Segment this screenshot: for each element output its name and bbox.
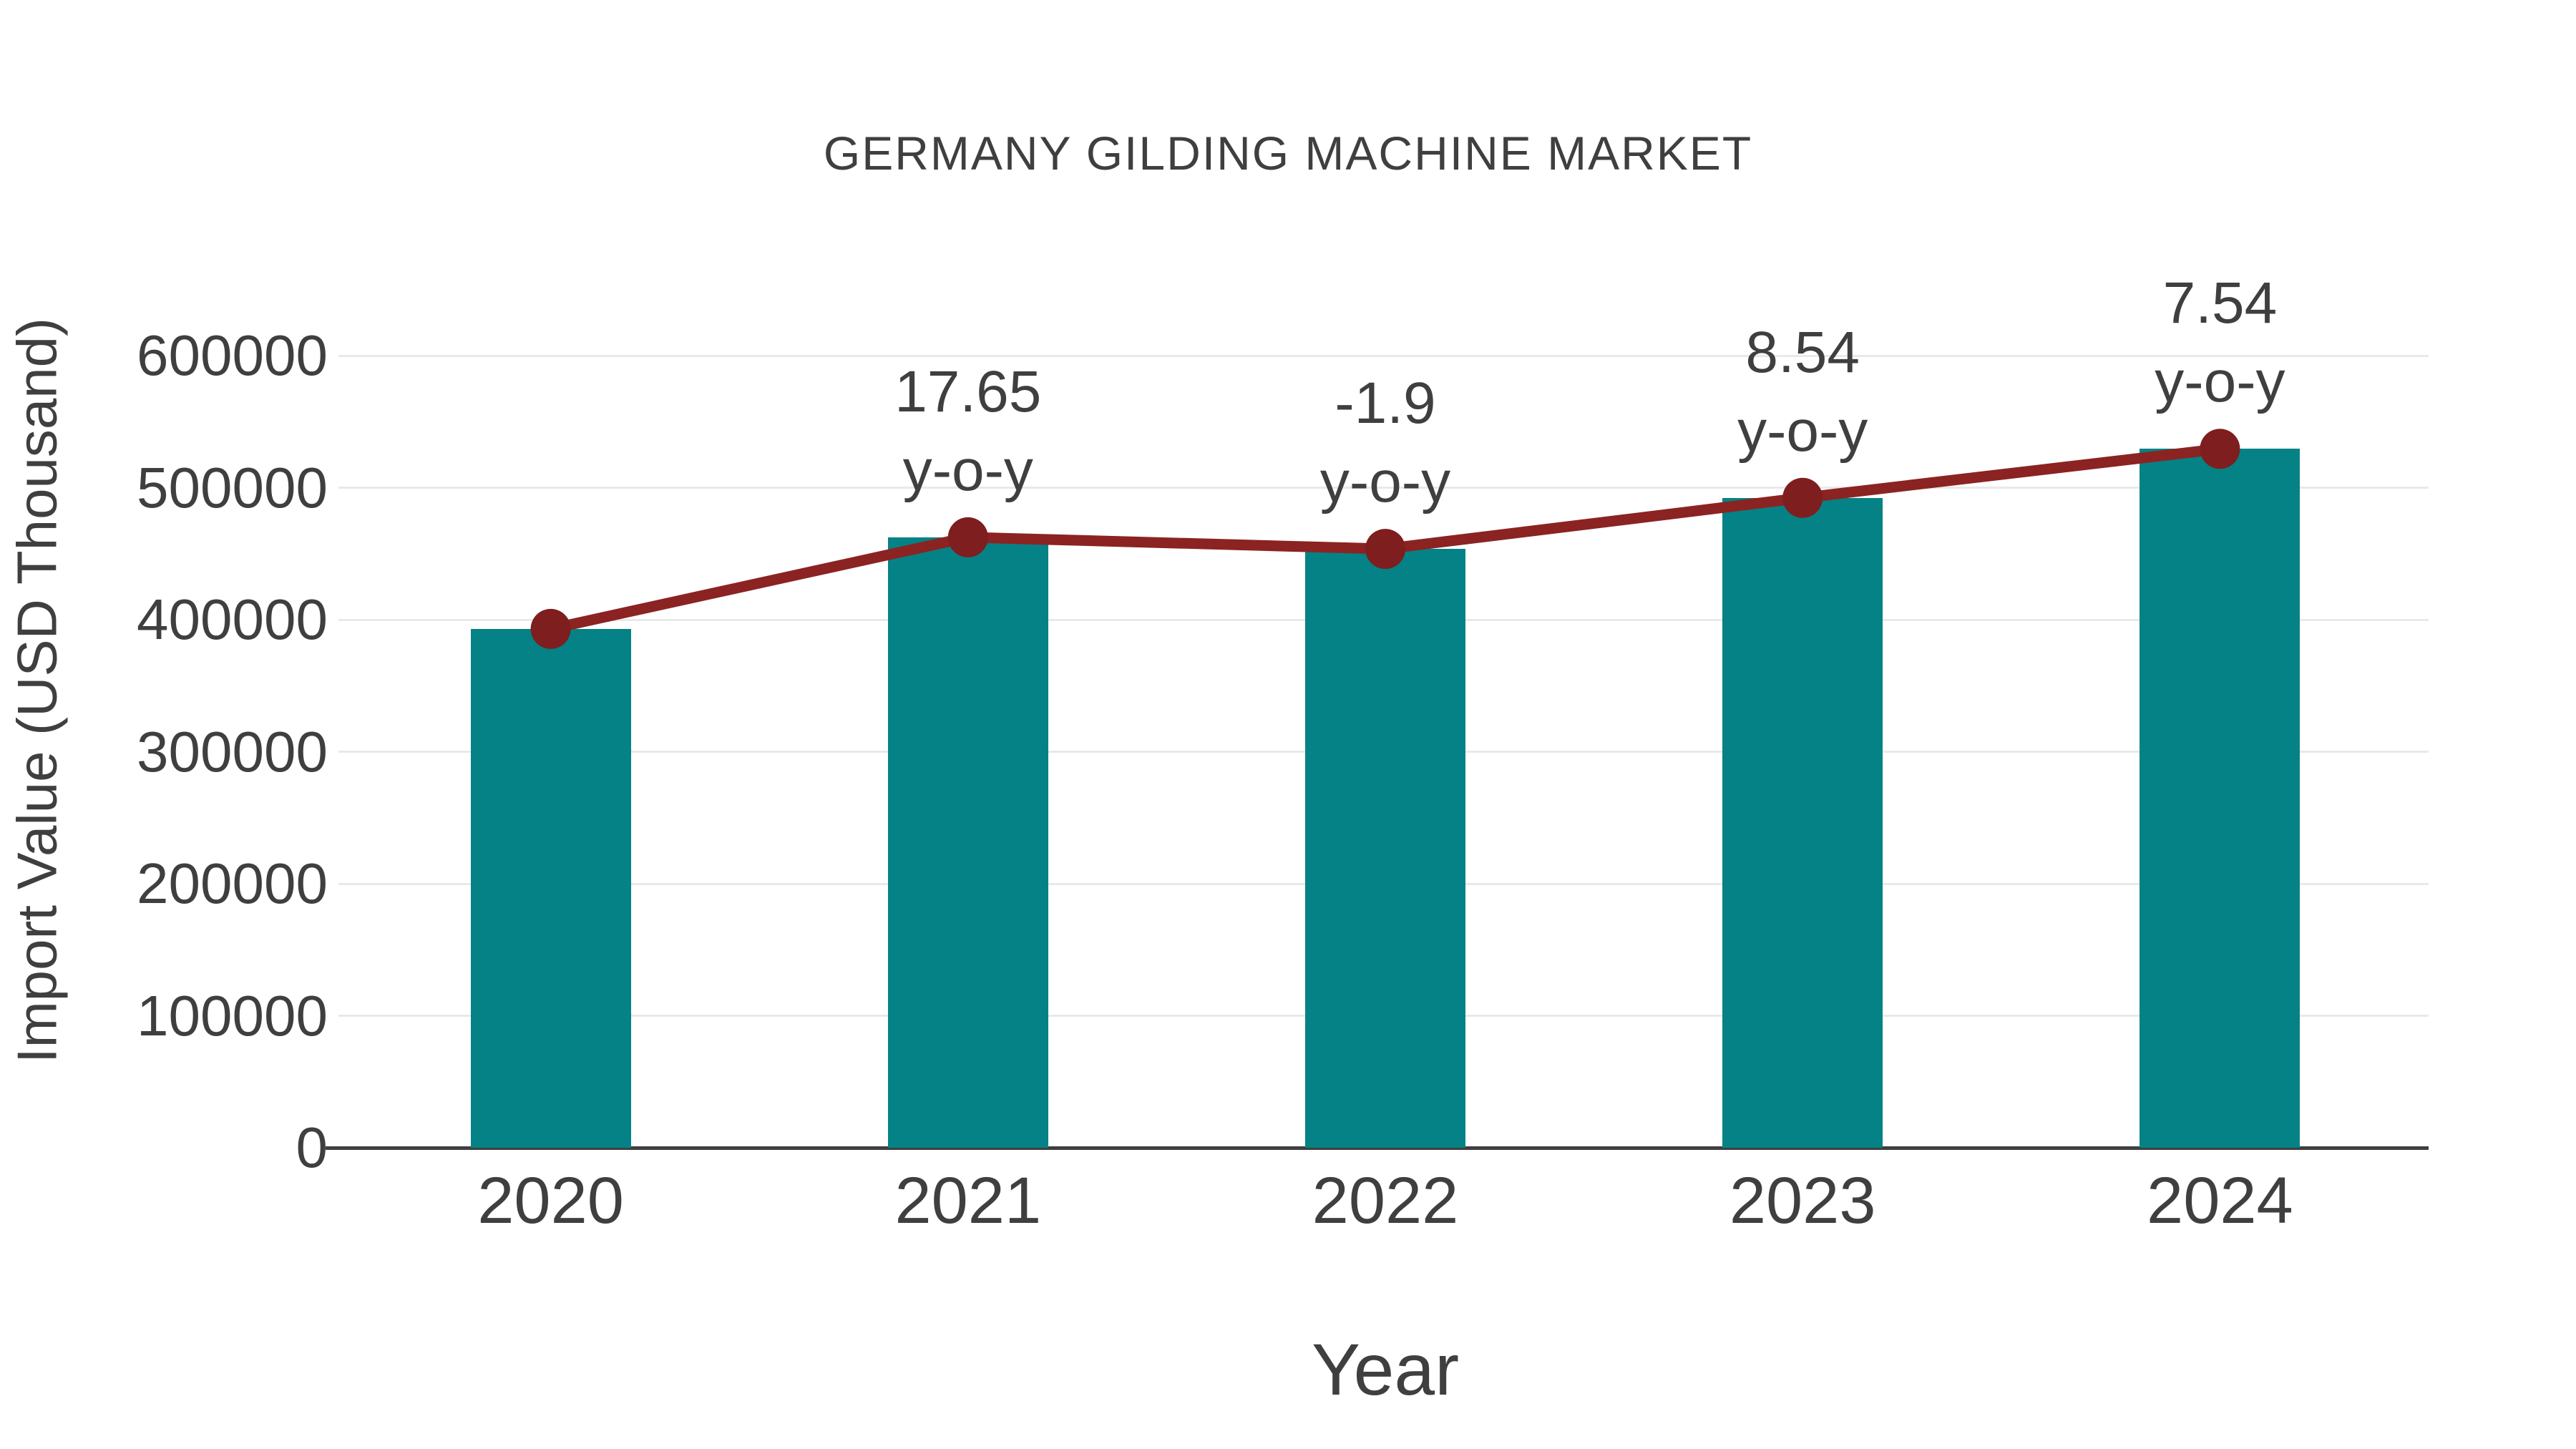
y-tick-label: 0 bbox=[296, 1116, 328, 1179]
point-label-value: 7.54 bbox=[2162, 270, 2278, 336]
y-tick-label: 300000 bbox=[137, 719, 328, 784]
x-axis-line bbox=[326, 1146, 2429, 1150]
y-tick-label: 500000 bbox=[137, 455, 328, 519]
x-axis-title: Year bbox=[1311, 1329, 1460, 1410]
x-tick-label-2020: 2020 bbox=[477, 1164, 624, 1237]
point-label-unit: y-o-y bbox=[1319, 449, 1451, 515]
point-label-value: 17.65 bbox=[894, 358, 1042, 424]
chart-title: GERMANY GILDING MACHINE MARKET bbox=[823, 127, 1753, 180]
point-label-2022: -1.9 y-o-y bbox=[1199, 364, 1571, 522]
point-label-2021: 17.65 y-o-y bbox=[782, 353, 1154, 510]
y-tick-label: 600000 bbox=[137, 323, 328, 387]
point-label-value: -1.9 bbox=[1335, 371, 1436, 436]
y-tick-label: 400000 bbox=[137, 587, 328, 651]
x-tick-label-2021: 2021 bbox=[894, 1164, 1042, 1237]
point-label-value: 8.54 bbox=[1745, 319, 1860, 385]
y-axis-title: Import Value (USD Thousand) bbox=[5, 318, 69, 1063]
y-tick-label: 100000 bbox=[137, 983, 328, 1048]
point-label-2024: 7.54 y-o-y bbox=[2034, 264, 2406, 421]
bar-2024 bbox=[2140, 449, 2301, 1148]
bar-2021 bbox=[887, 537, 1048, 1148]
point-label-unit: y-o-y bbox=[1737, 398, 1868, 464]
x-tick-label-2023: 2023 bbox=[1729, 1164, 1876, 1237]
point-label-unit: y-o-y bbox=[2155, 349, 2285, 415]
bar-2022 bbox=[1305, 549, 1465, 1148]
gridline bbox=[338, 354, 2429, 357]
point-label-unit: y-o-y bbox=[902, 437, 1033, 503]
bar-2023 bbox=[1722, 497, 1883, 1148]
bar-2020 bbox=[470, 628, 631, 1148]
x-tick-label-2022: 2022 bbox=[1312, 1164, 1459, 1237]
point-label-2023: 8.54 y-o-y bbox=[1616, 313, 1989, 471]
x-tick-label-2024: 2024 bbox=[2147, 1164, 2293, 1237]
y-tick-label: 200000 bbox=[137, 852, 328, 915]
